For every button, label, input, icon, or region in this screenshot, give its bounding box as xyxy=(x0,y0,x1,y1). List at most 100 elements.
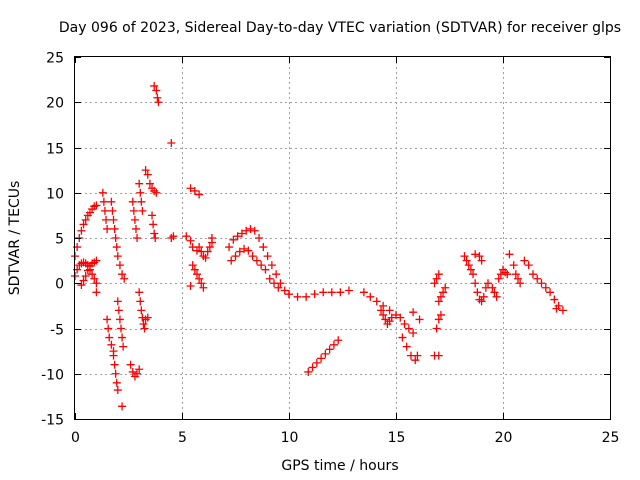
axis-ticks xyxy=(75,57,611,420)
series-arc-19 xyxy=(304,336,343,376)
data-point xyxy=(128,367,137,376)
data-point xyxy=(131,224,140,233)
data-point xyxy=(240,244,249,253)
data-point xyxy=(505,250,514,259)
data-point xyxy=(113,386,122,395)
series-arc-21 xyxy=(377,306,424,365)
data-point xyxy=(494,274,503,283)
data-point xyxy=(475,252,484,261)
data-point xyxy=(207,234,216,242)
data-point xyxy=(98,188,107,197)
series-arc-10 xyxy=(141,166,161,242)
data-point xyxy=(270,279,279,288)
data-point xyxy=(107,340,116,349)
y-axis-label: SDTVAR / TECUs xyxy=(7,181,23,296)
series-arc-7 xyxy=(113,297,128,351)
data-point xyxy=(409,329,418,338)
data-point xyxy=(195,190,204,199)
data-point xyxy=(400,319,409,328)
data-point xyxy=(490,288,499,297)
data-point xyxy=(108,206,117,215)
data-point xyxy=(327,288,336,297)
data-point xyxy=(366,292,375,301)
series-arc-18 xyxy=(285,286,353,301)
data-point xyxy=(488,283,497,292)
data-point xyxy=(113,297,122,306)
data-point xyxy=(255,234,264,242)
data-point xyxy=(192,246,201,255)
data-point xyxy=(137,197,146,206)
data-point xyxy=(152,188,161,197)
series-arc-3 xyxy=(77,256,101,290)
data-point xyxy=(115,261,124,270)
data-point xyxy=(479,292,488,301)
data-point xyxy=(469,270,478,279)
data-point xyxy=(308,363,317,372)
data-point xyxy=(387,313,396,322)
data-point xyxy=(404,324,413,333)
data-point xyxy=(150,81,159,90)
data-point xyxy=(190,265,199,274)
data-point xyxy=(372,297,381,306)
data-point xyxy=(92,279,101,288)
data-point xyxy=(513,274,522,283)
data-point xyxy=(225,243,234,252)
data-point xyxy=(140,324,149,333)
data-point xyxy=(231,252,240,261)
data-point xyxy=(541,283,550,292)
data-point xyxy=(415,315,424,324)
data-point xyxy=(129,206,138,215)
data-point xyxy=(90,274,99,283)
data-point xyxy=(110,224,119,233)
data-point xyxy=(137,306,146,315)
data-point xyxy=(285,290,293,299)
data-point xyxy=(233,232,242,241)
data-point xyxy=(432,274,441,283)
data-point xyxy=(434,315,443,324)
data-point xyxy=(79,276,88,285)
series-arc-5 xyxy=(107,197,129,283)
y-tick-label: 10 xyxy=(46,187,64,203)
data-point xyxy=(111,369,120,378)
data-point xyxy=(471,279,480,288)
data-point xyxy=(99,197,108,206)
x-axis-tick-labels: 0 5 10 15 20 25 xyxy=(71,430,619,446)
series-arc-22 xyxy=(430,270,450,360)
data-point xyxy=(195,243,204,252)
data-point xyxy=(190,186,199,195)
data-point xyxy=(139,319,148,328)
data-point xyxy=(434,297,443,306)
data-point xyxy=(250,226,259,235)
data-point xyxy=(409,308,418,317)
y-tick-label: 0 xyxy=(55,277,64,293)
series-arc-9 xyxy=(135,179,152,333)
y-tick-label: -10 xyxy=(41,368,64,384)
x-axis-label: GPS time / hours xyxy=(281,458,398,474)
data-point xyxy=(550,295,559,304)
x-tick-label: 20 xyxy=(495,430,513,446)
data-point xyxy=(113,252,122,261)
data-point xyxy=(244,246,253,255)
data-point xyxy=(385,306,394,315)
data-point xyxy=(114,306,123,315)
data-point xyxy=(477,297,486,306)
data-point xyxy=(136,297,145,306)
y-tick-label: 15 xyxy=(46,142,64,158)
data-point xyxy=(100,206,109,215)
data-point xyxy=(471,250,480,259)
data-point xyxy=(392,310,400,319)
data-point xyxy=(466,265,475,274)
data-point xyxy=(319,288,328,297)
series-arc-24 xyxy=(488,250,525,301)
data-point xyxy=(102,215,111,224)
data-point xyxy=(377,306,386,315)
data-point xyxy=(473,288,482,297)
y-axis-tick-labels: -15 -10 -5 0 5 10 15 20 25 xyxy=(41,51,64,429)
data-point xyxy=(136,188,145,197)
y-tick-label: 25 xyxy=(46,51,64,67)
series-arc-6 xyxy=(109,351,127,411)
data-point xyxy=(509,261,518,270)
data-point xyxy=(484,279,493,288)
data-point xyxy=(88,270,97,279)
